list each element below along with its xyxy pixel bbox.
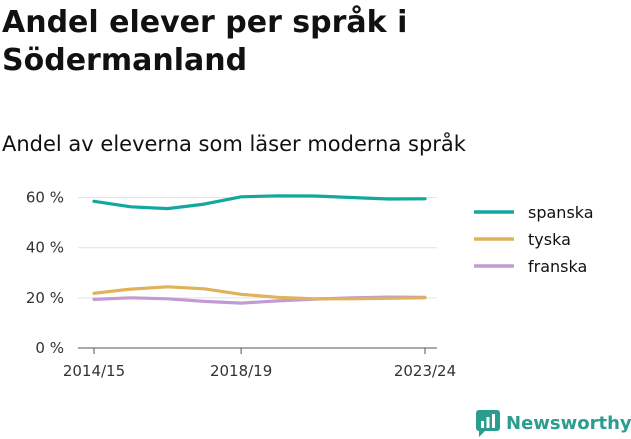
- newsworthy-logo-icon: [476, 409, 500, 437]
- y-tick-label: 40 %: [26, 239, 64, 257]
- chart-title: Andel elever per språk i Södermanland: [2, 5, 408, 78]
- chart-subtitle: Andel av eleverna som läser moderna språ…: [2, 132, 466, 156]
- x-tick-label: 2023/24: [394, 362, 456, 380]
- y-tick-label: 60 %: [26, 189, 64, 207]
- y-tick-label: 20 %: [26, 289, 64, 307]
- x-tick-label: 2014/15: [63, 362, 125, 380]
- legend-label-spanska: spanska: [528, 203, 594, 222]
- brand-logo[interactable]: Newsworthy: [476, 408, 631, 438]
- legend-label-franska: franska: [528, 257, 587, 276]
- y-tick-label: 0 %: [35, 339, 64, 357]
- brand-name: Newsworthy: [506, 412, 631, 434]
- legend-label-tyska: tyska: [528, 230, 571, 249]
- series-line-tyska: [92, 285, 427, 301]
- x-tick-label: 2018/19: [210, 362, 272, 380]
- series-line-spanska: [92, 194, 427, 211]
